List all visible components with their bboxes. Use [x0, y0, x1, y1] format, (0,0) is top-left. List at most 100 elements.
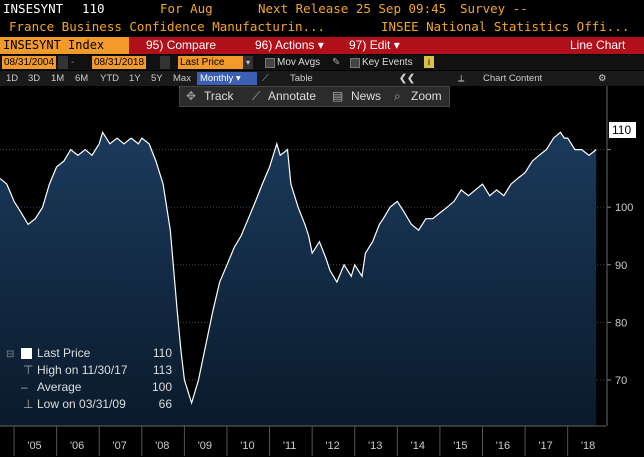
- period-row: 1D 3D 1M 6M YTD 1Y 5Y Max Monthly ▾ ⟋ Ta…: [0, 71, 644, 86]
- period-ytd[interactable]: YTD: [100, 73, 119, 84]
- compare-num: 95): [146, 38, 164, 52]
- x-tick-label: '11: [283, 440, 297, 452]
- expand-icon[interactable]: ⊟: [6, 349, 15, 360]
- legend-label: Last Price: [37, 346, 91, 360]
- legend-label: High on 11/30/17: [37, 363, 128, 377]
- last-value-marker: 110: [609, 122, 636, 138]
- legend-label: Average: [37, 380, 82, 394]
- chevron-down-icon: ▾: [317, 38, 324, 52]
- calendar-icon[interactable]: [160, 56, 170, 69]
- y-tick-label: 100: [615, 202, 633, 214]
- ticker-symbol: INSESYNT: [3, 1, 64, 16]
- period-5y[interactable]: 5Y: [151, 73, 163, 84]
- source-name: INSEE National Statistics Offi...: [381, 19, 630, 34]
- period-3d[interactable]: 3D: [28, 73, 41, 84]
- last-value: 110: [82, 1, 105, 16]
- gear-icon[interactable]: ⚙: [598, 73, 607, 84]
- series-area: [0, 132, 597, 427]
- end-date-input[interactable]: 08/31/2018: [92, 56, 147, 69]
- description-row: France Business Confidence Manufacturin.…: [0, 18, 644, 36]
- chart-toolbar: ✥ Track ⟋ Annotate ▤ News ⌕ Zoom: [179, 86, 450, 107]
- period-max[interactable]: Max: [173, 73, 191, 84]
- security-field[interactable]: INSESYNT Index: [0, 37, 129, 54]
- chart-content-label[interactable]: Chart Content: [483, 73, 543, 84]
- y-axis: 70 80 90 100: [606, 86, 633, 426]
- x-tick-label: '15: [453, 440, 467, 452]
- zoom-button[interactable]: Zoom: [411, 89, 442, 103]
- annotate-button[interactable]: Annotate: [268, 89, 317, 103]
- period-1m[interactable]: 1M: [51, 73, 65, 84]
- last-value-box: [609, 122, 636, 138]
- field-select[interactable]: Last Price: [178, 56, 244, 69]
- line-chart-icon[interactable]: ⟋: [262, 73, 269, 84]
- legend-value: 110: [152, 346, 172, 360]
- mov-avgs-checkbox[interactable]: [265, 58, 275, 68]
- calendar-icon[interactable]: [58, 56, 68, 69]
- menu-bar: INSESYNT Index 95) Compare 96) Actions ▾…: [0, 37, 644, 54]
- legend-value: 100: [151, 380, 172, 394]
- security-description: France Business Confidence Manufacturin.…: [9, 19, 326, 34]
- series-line: [0, 130, 597, 406]
- zoom-icon[interactable]: ⌕: [394, 89, 401, 103]
- key-events-checkbox[interactable]: [350, 58, 360, 68]
- chevron-down-icon: ▾: [393, 38, 400, 52]
- next-release: Next Release 25 Sep 09:45: [258, 1, 447, 16]
- compare-menu[interactable]: 95) Compare: [146, 37, 216, 54]
- x-tick-label: '12: [325, 440, 339, 452]
- chevron-down-icon[interactable]: ▾: [243, 56, 253, 69]
- annotate-icon[interactable]: ⟋: [252, 89, 261, 103]
- date-separator: -: [71, 57, 75, 68]
- x-tick-label: '18: [581, 440, 595, 452]
- actions-num: 96): [255, 38, 273, 52]
- x-tick-label: '13: [368, 440, 382, 452]
- key-events-label: Key Events: [362, 57, 413, 68]
- x-tick-label: '09: [198, 440, 212, 452]
- chart-content-icon[interactable]: ⟂: [458, 73, 465, 84]
- y-tick-label: 70: [615, 375, 627, 387]
- news-icon[interactable]: ▤: [332, 89, 344, 103]
- period-1y[interactable]: 1Y: [129, 73, 141, 84]
- legend-high: ⊤ High on 11/30/17 113: [4, 362, 176, 378]
- period-1d[interactable]: 1D: [6, 73, 19, 84]
- move-icon[interactable]: ✥: [186, 89, 197, 103]
- period-6m[interactable]: 6M: [75, 73, 89, 84]
- collapse-icon[interactable]: ❮❮: [399, 73, 415, 84]
- x-axis: '05 '06 '07 '08 '09 '10 '11 '12 '13 '14 '15 '16 '17 '…: [0, 425, 606, 456]
- frequency-select[interactable]: Monthly ▾: [197, 72, 257, 85]
- news-button[interactable]: News: [351, 89, 382, 103]
- legend-label: Low on 03/31/09: [37, 397, 126, 411]
- last-value-text: 110: [612, 123, 631, 137]
- actions-menu[interactable]: 96) Actions ▾: [255, 37, 324, 54]
- legend-value: 113: [152, 363, 172, 377]
- x-tick-label: '16: [496, 440, 510, 452]
- x-tick-label: '06: [70, 440, 84, 452]
- price-chart[interactable]: 70 80 90 100 '05 '06 '07 '08 '09 '10 '11 '12 '13 '14…: [0, 86, 644, 457]
- chart-type-label[interactable]: Line Chart: [570, 38, 626, 52]
- edit-num: 97): [349, 38, 367, 52]
- high-marker-icon: ⊤: [23, 363, 34, 377]
- x-tick-label: '05: [27, 440, 41, 452]
- legend-low: ⊥ Low on 03/31/09 66: [4, 396, 176, 412]
- table-toggle[interactable]: Table: [290, 73, 313, 84]
- average-marker-icon: –: [21, 380, 28, 394]
- date-range-row: 08/31/2004 - 08/31/2018 Last Price ▾ Mov…: [0, 55, 644, 70]
- edit-label: Edit: [369, 38, 391, 52]
- legend-last-price[interactable]: ⊟ Last Price 110: [4, 345, 176, 361]
- actions-label: Actions: [275, 38, 315, 52]
- release-period: For Aug: [160, 1, 213, 16]
- info-icon[interactable]: i: [424, 56, 434, 68]
- low-marker-icon: ⊥: [23, 397, 34, 411]
- x-tick-label: '08: [155, 440, 169, 452]
- y-tick-label: 80: [615, 317, 627, 329]
- mov-avgs-label: Mov Avgs: [277, 57, 321, 68]
- field-select-label: Last Price: [180, 57, 225, 68]
- frequency-label: Monthly: [200, 73, 234, 84]
- security-header: INSESYNT 110 For Aug Next Release 25 Sep…: [0, 0, 644, 18]
- track-button[interactable]: Track: [204, 89, 234, 103]
- x-tick-label: '17: [538, 440, 552, 452]
- pencil-icon[interactable]: ✎: [332, 57, 341, 68]
- x-tick-label: '07: [113, 440, 127, 452]
- x-tick-label: '14: [411, 440, 425, 452]
- edit-menu[interactable]: 97) Edit ▾: [349, 37, 400, 54]
- start-date-input[interactable]: 08/31/2004: [2, 56, 57, 69]
